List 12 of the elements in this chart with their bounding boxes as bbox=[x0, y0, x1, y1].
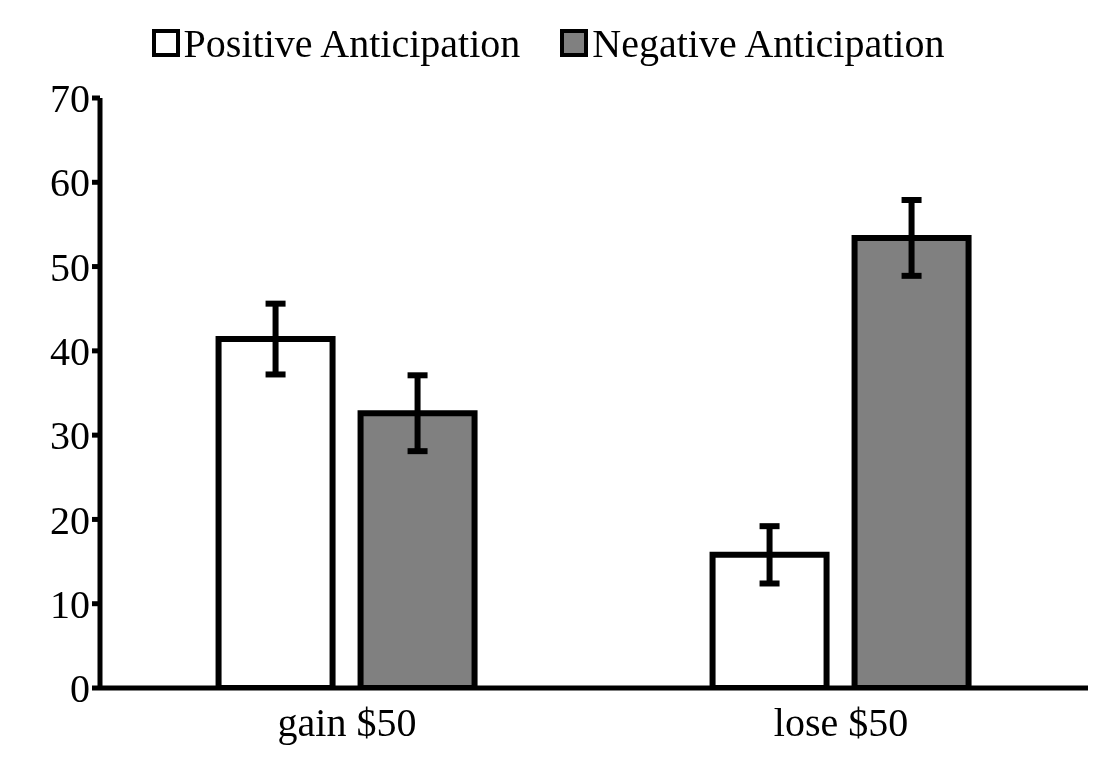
legend-label: Negative Anticipation bbox=[592, 19, 945, 67]
y-tick-label: 70 bbox=[50, 76, 90, 122]
y-tick-label: 50 bbox=[50, 244, 90, 290]
y-tick-label: 0 bbox=[70, 666, 90, 712]
y-tick-label: 40 bbox=[50, 329, 90, 375]
y-tick-label: 30 bbox=[50, 413, 90, 459]
y-tick-label: 20 bbox=[50, 497, 90, 543]
legend-label: Positive Anticipation bbox=[183, 19, 521, 67]
y-tick-label: 10 bbox=[50, 581, 90, 627]
y-tick-label: 60 bbox=[50, 160, 90, 206]
x-tick-label: lose $50 bbox=[773, 700, 909, 746]
x-tick-label: gain $50 bbox=[277, 700, 417, 746]
